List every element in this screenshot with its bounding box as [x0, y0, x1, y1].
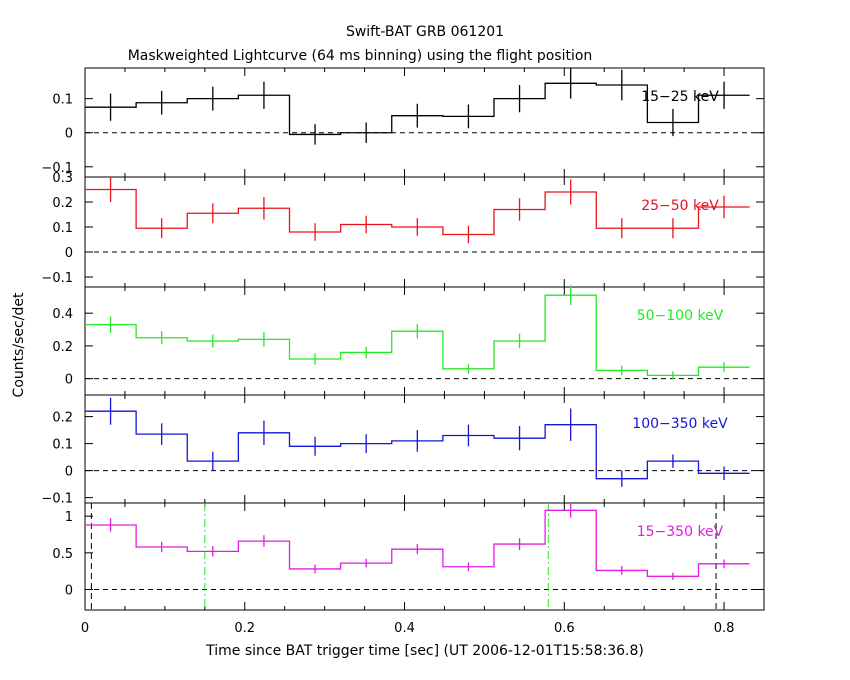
chart-subtitle: Maskweighted Lightcurve (64 ms binning) … — [128, 48, 593, 64]
y-tick-label: 0 — [65, 465, 73, 480]
y-tick-label: 0.5 — [52, 547, 73, 562]
energy-band-label: 25−50 keV — [641, 198, 719, 214]
y-tick-label: −0.1 — [41, 271, 73, 286]
panel-2: −0.1 0 0.1 0.2 0.3 25−50 keV — [41, 171, 765, 288]
panel-4: −0.1 0 0.1 0.2 100−350 keV — [41, 394, 765, 507]
panel-5: 0 0.5 1 15−350 keV — [52, 502, 765, 611]
panel-frame — [84, 502, 765, 611]
y-tick-label: 0.2 — [52, 196, 73, 211]
chart-title: Swift-BAT GRB 061201 — [346, 24, 504, 40]
y-tick-label: 0.3 — [52, 171, 73, 186]
y-tick-label: 0.4 — [52, 307, 73, 322]
y-tick-label: 0.1 — [52, 438, 73, 453]
lightcurve-step-line — [85, 188, 750, 236]
y-tick-label: −0.1 — [41, 492, 73, 507]
energy-band-label: 50−100 keV — [637, 308, 724, 324]
energy-band-label: 100−350 keV — [632, 416, 728, 432]
y-tick-label: 0.1 — [52, 221, 73, 236]
x-tick-label: 0.8 — [714, 621, 735, 636]
x-tick-label: 0.6 — [554, 621, 575, 636]
x-axis-label: Time since BAT trigger time [sec] (UT 20… — [205, 643, 644, 659]
y-tick-label: 0.2 — [52, 411, 73, 426]
y-tick-label: 1 — [65, 510, 73, 525]
y-tick-label: 0.1 — [52, 93, 73, 108]
panel-frame — [84, 176, 765, 288]
x-tick-label: 0 — [81, 621, 89, 636]
y-tick-label: 0.2 — [52, 340, 73, 355]
lightcurve-step-line — [85, 509, 750, 577]
y-tick-label: 0 — [65, 583, 73, 598]
x-tick-label: 0.4 — [394, 621, 415, 636]
y-axis-label: Counts/sec/det — [11, 292, 27, 397]
y-tick-label: 0 — [65, 373, 73, 388]
energy-band-label: 15−25 keV — [641, 89, 719, 105]
y-tick-label: 0 — [65, 246, 73, 261]
y-tick-label: 0 — [65, 127, 73, 142]
panel-1: −0.1 0 0.1 15−25 keV — [41, 67, 765, 178]
x-tick-label: 0.2 — [234, 621, 255, 636]
panel-3: 0 0.2 0.4 50−100 keV — [52, 285, 765, 396]
energy-band-label: 15−350 keV — [637, 524, 724, 540]
y-tick-label: −0.1 — [41, 161, 73, 176]
panels-group: −0.1 0 0.1 15−25 keV −0.1 0 0.1 0.2 0.3 25−50 keV… — [41, 67, 765, 636]
